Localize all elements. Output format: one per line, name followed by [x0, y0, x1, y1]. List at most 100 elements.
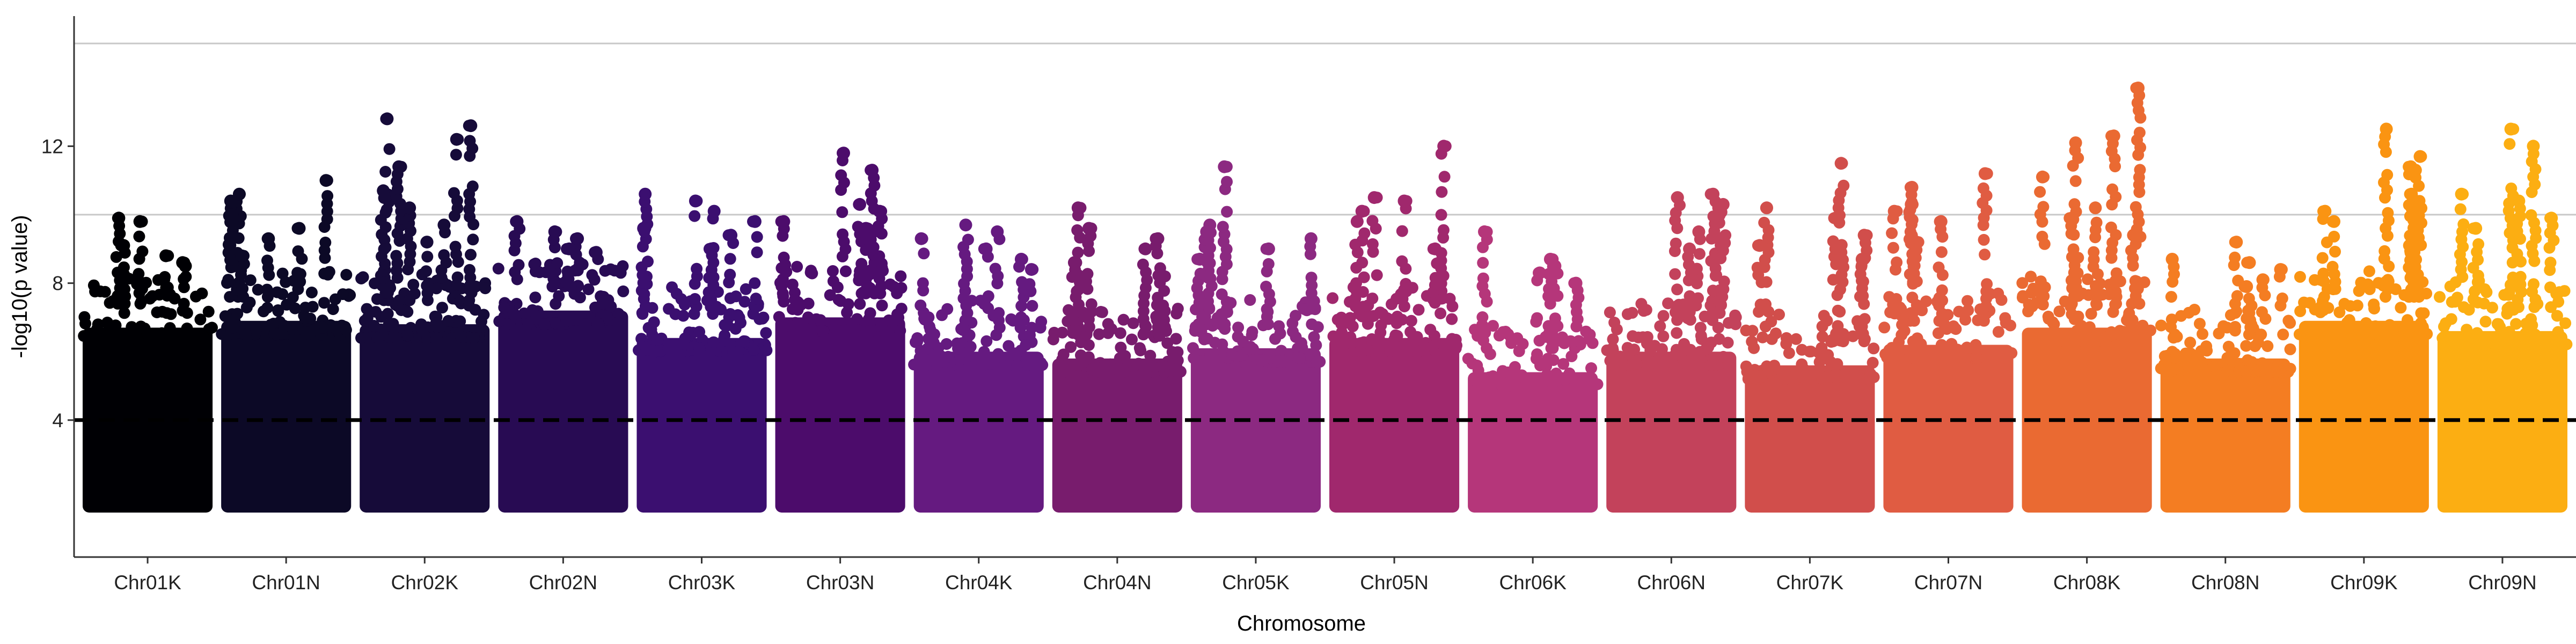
- peak-point: [639, 187, 652, 201]
- point: [1114, 327, 1126, 339]
- series-Chr04K: [908, 218, 1049, 513]
- point: [553, 290, 565, 302]
- peak-point: [1533, 266, 1547, 280]
- point: [160, 307, 173, 319]
- point: [1349, 238, 1362, 251]
- point: [918, 247, 930, 260]
- point: [1435, 308, 1447, 319]
- point: [570, 314, 582, 326]
- point: [1221, 206, 1233, 218]
- point: [1273, 320, 1285, 332]
- series-Chr02K: [355, 112, 492, 513]
- point: [1350, 277, 1362, 289]
- point: [2544, 257, 2557, 269]
- x-axis-ticks: Chr01K Chr01N Chr02K Chr02N Chr03K Chr03N Chr0…: [114, 557, 2537, 594]
- point: [1984, 352, 1996, 364]
- point: [892, 311, 905, 324]
- point-band-Chr07N: [1883, 345, 2014, 513]
- peak-point: [437, 218, 451, 232]
- peak-point: [2413, 150, 2427, 163]
- point: [1673, 298, 1685, 311]
- point: [848, 324, 861, 336]
- point: [1405, 314, 1417, 327]
- point-band-Chr03N: [775, 317, 905, 513]
- point: [1935, 246, 1948, 258]
- point: [1034, 321, 1046, 334]
- point: [691, 262, 703, 275]
- point: [1881, 352, 1893, 363]
- point: [1438, 171, 1451, 183]
- point: [2179, 355, 2192, 367]
- series-Chr07N: [1878, 167, 2018, 513]
- point: [1630, 357, 1643, 370]
- peak-point: [914, 232, 928, 245]
- point: [1067, 314, 1079, 326]
- peak-point: [2405, 187, 2418, 201]
- point: [1018, 314, 1030, 326]
- peak-point: [392, 160, 406, 173]
- point-band-Chr03K: [636, 338, 767, 513]
- reference-lines: [74, 42, 2576, 216]
- point: [438, 249, 450, 261]
- series-Chr06K: [1462, 225, 1604, 513]
- point: [738, 335, 750, 347]
- series-Chr07K: [1740, 157, 1880, 513]
- point: [118, 307, 130, 319]
- point: [1194, 267, 1206, 280]
- point: [1534, 360, 1546, 371]
- point: [261, 254, 273, 267]
- point: [1286, 317, 1299, 330]
- point: [178, 297, 190, 310]
- point: [467, 233, 479, 246]
- point: [2405, 283, 2417, 296]
- series-Chr02N: [492, 215, 630, 513]
- peak-point: [777, 215, 791, 228]
- peak-point: [1569, 276, 1583, 290]
- point: [1436, 186, 1448, 198]
- point: [1081, 268, 1094, 280]
- point: [1366, 292, 1379, 305]
- point: [1396, 313, 1408, 326]
- point: [2037, 201, 2050, 213]
- point: [1694, 321, 1707, 334]
- point: [2458, 301, 2470, 313]
- point: [1641, 337, 1653, 349]
- point: [724, 308, 736, 320]
- point: [1009, 347, 1021, 360]
- point: [986, 357, 999, 370]
- point: [964, 341, 977, 353]
- point: [778, 251, 790, 264]
- point: [1607, 333, 1619, 346]
- point: [2456, 339, 2469, 351]
- point: [2363, 265, 2375, 277]
- peak-point: [117, 239, 130, 252]
- point: [2383, 319, 2396, 331]
- point: [2329, 245, 2341, 258]
- point: [1704, 359, 1717, 371]
- point: [2405, 203, 2418, 215]
- point: [1057, 348, 1070, 361]
- point: [2083, 321, 2096, 333]
- point: [1886, 342, 1898, 354]
- point: [784, 320, 796, 332]
- peak-point: [464, 119, 478, 133]
- peak-point: [262, 232, 275, 245]
- point: [421, 280, 433, 292]
- point: [299, 312, 311, 324]
- point: [1126, 333, 1138, 346]
- point: [895, 270, 907, 282]
- point: [2106, 183, 2119, 195]
- peak-point: [1200, 225, 1213, 238]
- point: [1358, 227, 1371, 239]
- point: [1026, 299, 1038, 312]
- peak-point: [2089, 201, 2102, 215]
- point: [1244, 294, 1256, 306]
- point: [294, 268, 306, 280]
- point: [2457, 218, 2470, 230]
- point: [2155, 319, 2167, 332]
- point: [551, 257, 564, 269]
- point: [265, 319, 277, 331]
- point: [1686, 347, 1698, 359]
- point: [2222, 340, 2235, 353]
- point: [158, 274, 171, 286]
